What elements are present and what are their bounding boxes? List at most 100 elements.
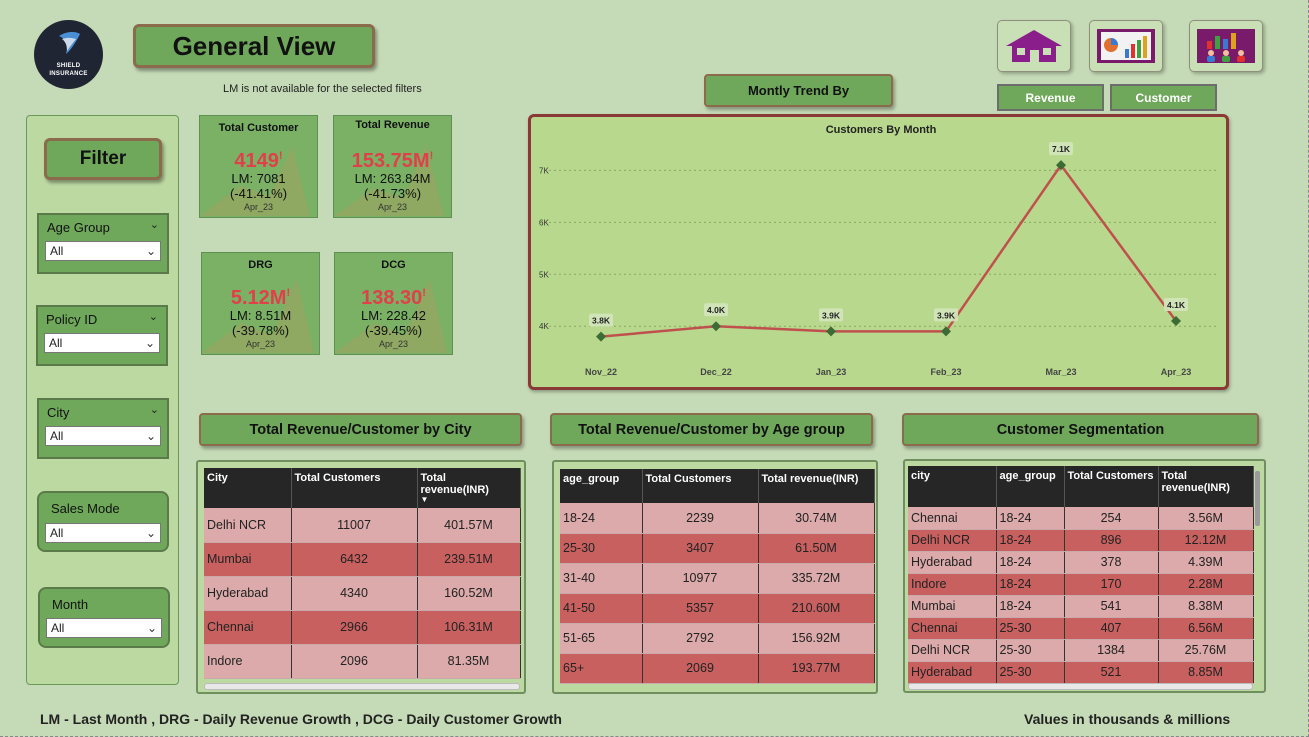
column-header[interactable]: City (204, 468, 292, 508)
table-row[interactable]: 25-30 3407 61.50M (560, 533, 875, 564)
table-cell: 31-40 (560, 563, 643, 594)
kpi-last-month: LM: 263.84M (354, 171, 431, 186)
table-cell: Delhi NCR (204, 508, 292, 543)
people-chart-button[interactable] (1189, 20, 1263, 72)
table-row[interactable]: Chennai 18-24 254 3.56M (908, 507, 1254, 530)
table-cell: 170 (1064, 573, 1159, 596)
slicer-value: All (50, 526, 64, 540)
table-cell: 2792 (642, 623, 759, 654)
kpi-title: DCG (381, 259, 406, 271)
table-row[interactable]: 18-24 2239 30.74M (560, 503, 875, 534)
table-row[interactable]: Hyderabad 18-24 378 4.39M (908, 551, 1254, 574)
table-row[interactable]: 31-40 10977 335.72M (560, 563, 875, 594)
table-cell: 18-24 (996, 529, 1065, 552)
table-cell: Indore (908, 573, 997, 596)
home-icon (1006, 30, 1062, 62)
data-point[interactable] (1056, 160, 1066, 171)
column-header[interactable]: Total revenue(INR) ▼ (417, 468, 521, 508)
column-header[interactable]: Total revenue(INR) (758, 469, 875, 503)
kpi-change: (-41.41%) (229, 186, 288, 201)
data-point[interactable] (826, 326, 836, 337)
column-header[interactable]: age_group (560, 469, 643, 503)
column-header[interactable]: city (908, 466, 997, 507)
chevron-down-icon: ⌄ (145, 526, 156, 540)
report-button[interactable] (1089, 20, 1163, 72)
table-cell: 401.57M (417, 508, 521, 543)
sales-mode-dropdown[interactable]: All ⌄ (45, 523, 161, 543)
column-header[interactable]: Total Customers (642, 469, 759, 503)
table-row[interactable]: Indore 2096 81.35M (204, 644, 521, 679)
sort-desc-icon: ▼ (420, 495, 429, 504)
slicer-value: All (50, 244, 64, 258)
column-header[interactable]: Total Customers (291, 468, 418, 508)
data-point[interactable] (1171, 316, 1181, 327)
home-button[interactable] (997, 20, 1071, 72)
table-row[interactable]: Hyderabad 25-30 521 8.85M (908, 661, 1254, 684)
table-row[interactable]: 65+ 2069 193.77M (560, 653, 875, 684)
data-point[interactable] (711, 321, 721, 332)
kpi-drg: DRG 5.12M! LM: 8.51M (-39.78%) Apr_23 (201, 252, 320, 355)
kpi-title: Total Customer (218, 122, 299, 134)
table-row[interactable]: Delhi NCR 11007 401.57M (204, 508, 521, 543)
table-cell: 2069 (642, 653, 759, 684)
table-row[interactable]: Mumbai 18-24 541 8.38M (908, 595, 1254, 618)
slicer-label: City (47, 405, 70, 420)
report-icon (1097, 29, 1155, 63)
table-row[interactable]: Indore 18-24 170 2.28M (908, 573, 1254, 596)
logo-line-1: SHIELD (56, 63, 81, 69)
chevron-down-icon[interactable]: ⌄ (149, 404, 159, 416)
data-label-background (819, 308, 843, 322)
chevron-down-icon[interactable]: ⌄ (148, 311, 158, 323)
slicer-value: All (49, 336, 63, 350)
page-title: General View (133, 24, 375, 68)
shield-insurance-logo: SHIELD INSURANCE (34, 20, 103, 89)
revenue-toggle-button[interactable]: Revenue (997, 84, 1104, 111)
kpi-value: 138.30! (361, 287, 426, 309)
table-row[interactable]: Hyderabad 4340 160.52M (204, 576, 521, 611)
table-cell: 25-30 (996, 639, 1065, 662)
kpi-change: (-39.78%) (231, 323, 290, 338)
customers-by-month-chart: Customers By Month 4K 5K 6K 7K Nov_22 Dec_22… (528, 114, 1229, 390)
horizontal-scrollbar[interactable] (204, 683, 520, 690)
column-header[interactable]: age_group (996, 466, 1065, 507)
table-cell: 25-30 (996, 661, 1065, 684)
table-row[interactable]: Chennai 25-30 407 6.56M (908, 617, 1254, 640)
month-dropdown[interactable]: All ⌄ (46, 618, 162, 638)
units-footnote: Values in thousands & millions (1024, 711, 1231, 727)
chevron-down-icon[interactable]: ⌄ (149, 219, 159, 231)
policy-id-dropdown[interactable]: All ⌄ (44, 333, 160, 353)
table-cell: 3407 (642, 533, 759, 564)
line-chart-svg: Customers By Month 4K 5K 6K 7K Nov_22 Dec_22… (539, 124, 1216, 377)
table-row[interactable]: Chennai 2966 106.31M (204, 610, 521, 645)
table-row[interactable]: Mumbai 6432 239.51M (204, 542, 521, 577)
info-marker-icon: ! (422, 287, 426, 299)
filter-title: Filter (44, 138, 162, 180)
data-point[interactable] (941, 326, 951, 337)
kpi-last-month: LM: 8.51M (229, 308, 292, 323)
table-cell: 239.51M (417, 542, 521, 577)
column-header[interactable]: Total Customers (1064, 466, 1159, 507)
customer-toggle-button[interactable]: Customer (1110, 84, 1217, 111)
table-cell: 2239 (642, 503, 759, 534)
table-cell: 25-30 (560, 533, 643, 564)
age-group-dropdown[interactable]: All ⌄ (45, 241, 161, 261)
table-row[interactable]: 41-50 5357 210.60M (560, 593, 875, 624)
vertical-scrollbar[interactable] (1255, 471, 1260, 526)
slicer-value: All (50, 429, 64, 443)
table-row[interactable]: 51-65 2792 156.92M (560, 623, 875, 654)
table-cell: 25.76M (1158, 639, 1254, 662)
data-point[interactable] (596, 331, 606, 342)
age-table: age_group Total Customers Total revenue(IN… (560, 469, 875, 684)
table-row[interactable]: Delhi NCR 18-24 896 12.12M (908, 529, 1254, 552)
sparkline-icon (202, 279, 314, 353)
info-marker-icon: ! (286, 287, 291, 299)
table-cell: 11007 (291, 508, 418, 543)
table-row[interactable]: Delhi NCR 25-30 1384 25.76M (908, 639, 1254, 662)
horizontal-scrollbar[interactable] (908, 683, 1253, 690)
column-header[interactable]: Total revenue(INR) (1158, 466, 1254, 507)
city-dropdown[interactable]: All ⌄ (45, 426, 161, 446)
table-cell: 61.50M (758, 533, 875, 564)
lm-note: LM is not available for the selected fil… (223, 83, 422, 95)
slicer-label: Age Group (47, 220, 110, 235)
table-cell: Hyderabad (908, 551, 997, 574)
